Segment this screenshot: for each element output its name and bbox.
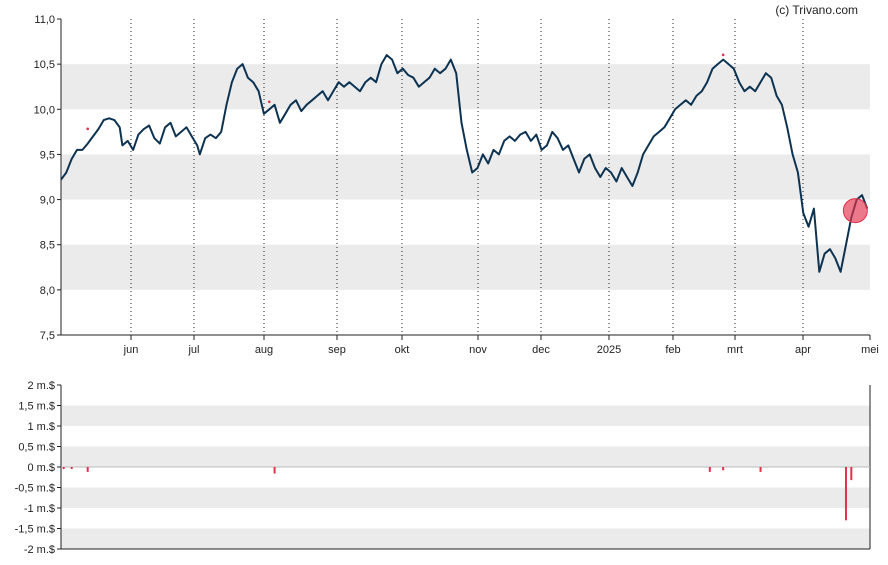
volume-bar bbox=[759, 467, 762, 472]
y-tick-label: 10,5 bbox=[34, 59, 55, 71]
x-tick-label: okt bbox=[395, 344, 410, 356]
y-tick-label: 0,5 m.$ bbox=[18, 442, 55, 454]
credit-label: (c) Trivano.com bbox=[775, 3, 858, 17]
price-line bbox=[60, 54, 869, 273]
y-tick-label: -2 m.$ bbox=[24, 544, 55, 556]
y-tick-label: 11,0 bbox=[34, 14, 55, 26]
volume-bar bbox=[708, 467, 711, 472]
price-band bbox=[61, 244, 870, 290]
y-tick-label: -0,5 m.$ bbox=[15, 483, 55, 495]
price-marker bbox=[86, 127, 89, 131]
x-tick-label: mei bbox=[861, 344, 879, 356]
price-marker bbox=[721, 53, 725, 57]
x-tick-label: jul bbox=[187, 344, 199, 356]
x-tick-label: mrt bbox=[727, 344, 743, 356]
x-tick-label: jun bbox=[123, 344, 139, 356]
y-tick-label: 2 m.$ bbox=[27, 380, 55, 392]
y-tick-label: 7,5 bbox=[40, 330, 55, 342]
volume-bar bbox=[850, 467, 853, 481]
x-tick-label: nov bbox=[469, 344, 487, 356]
y-tick-label: -1,5 m.$ bbox=[15, 524, 55, 536]
volume-bar bbox=[844, 467, 847, 521]
volume-chart: 2 m.$ 1,5 m.$ 1 m.$ 0,5 m.$ 0 m.$ -0,5 m.$ -1 … bbox=[15, 380, 871, 556]
y-tick-label: 1,5 m.$ bbox=[18, 401, 55, 413]
volume-bar bbox=[70, 467, 73, 470]
volume-bar bbox=[86, 467, 89, 472]
y-tick-label: 9,0 bbox=[40, 195, 55, 207]
y-tick-label: 8,5 bbox=[40, 240, 55, 252]
volume-bar bbox=[722, 467, 725, 471]
x-tick-label: aug bbox=[255, 344, 273, 356]
volume-bar bbox=[273, 467, 276, 474]
y-tick-label: -1 m.$ bbox=[24, 503, 55, 515]
volume-band bbox=[61, 487, 870, 508]
volume-bar bbox=[62, 467, 65, 470]
x-tick-label: feb bbox=[665, 344, 680, 356]
x-tick-label: sep bbox=[328, 344, 346, 356]
y-tick-label: 8,0 bbox=[40, 285, 55, 297]
volume-band bbox=[61, 446, 870, 467]
x-tick-label: 2025 bbox=[597, 344, 621, 356]
last-price-marker bbox=[842, 198, 868, 224]
price-marker bbox=[267, 100, 271, 104]
volume-band bbox=[61, 405, 870, 426]
volume-band bbox=[61, 528, 870, 549]
y-tick-label: 0 m.$ bbox=[27, 462, 55, 474]
price-band bbox=[61, 154, 870, 200]
price-chart: jun jul aug sep okt nov dec 2025 feb mrt apr mei 11,… bbox=[34, 14, 879, 356]
y-tick-label: 10,0 bbox=[34, 104, 55, 116]
y-tick-label: 1 m.$ bbox=[27, 421, 55, 433]
x-tick-label: apr bbox=[795, 344, 811, 356]
x-tick-label: dec bbox=[532, 344, 550, 356]
y-tick-label: 9,5 bbox=[40, 149, 55, 161]
